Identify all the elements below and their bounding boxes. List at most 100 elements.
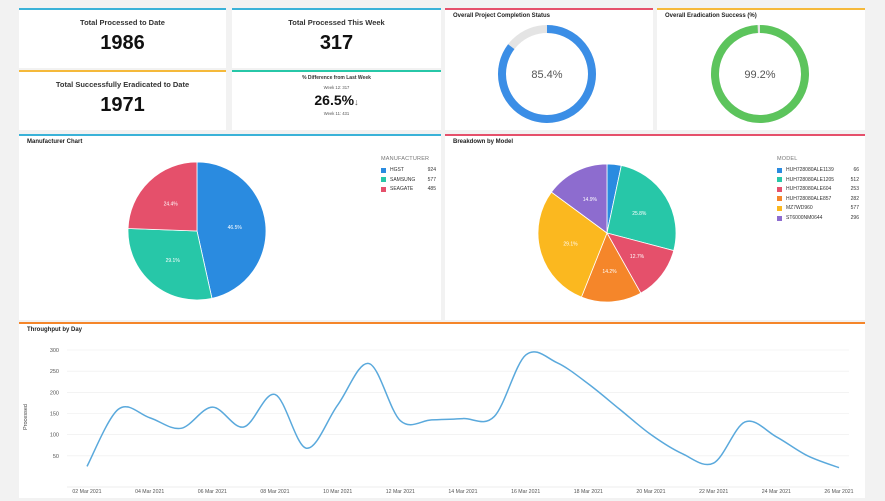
gauge-completion-card: Overall Project Completion Status 85.4% (445, 8, 653, 130)
model-pie: 25.8% 12.7% 14.2% 29.1% 14.9% (537, 163, 677, 303)
legend-label: HUH728080ALE857 (786, 195, 832, 202)
legend-value: 512 (850, 176, 859, 183)
throughput-series-line[interactable] (86, 351, 840, 469)
pie-slice[interactable] (127, 228, 213, 301)
y-tick-label: 250 (50, 369, 59, 375)
legend-label: HUH728080ALE1205 (786, 176, 835, 183)
chart-title: Breakdown by Model (453, 139, 514, 145)
legend-item[interactable]: HGST 924 (381, 167, 436, 173)
x-tick-label: 16 Mar 2021 (511, 489, 540, 495)
pie-slice[interactable] (550, 163, 608, 234)
legend-swatch (381, 186, 386, 192)
legend-swatch (777, 215, 782, 221)
slice-label: 14.2% (602, 269, 617, 275)
model-chart-card: Breakdown by Model 25.8% 12.7% 14.2% 29.1% 1… (445, 134, 865, 320)
pct-diff-value: 26.5% (314, 92, 355, 108)
manufacturer-chart-card: Manufacturer Chart 46.5% 29.1% 24.4% MANUF… (19, 134, 441, 320)
legend-item[interactable]: HUH728080ALE1139 66 (777, 167, 859, 173)
slice-label: 24.4% (164, 202, 179, 208)
legend-item[interactable]: MZ7WD960 577 (777, 205, 859, 211)
previous-week-label: Week 12: 317 (323, 85, 350, 90)
y-tick-label: 50 (53, 454, 59, 460)
pie-slice[interactable] (537, 191, 608, 298)
gauge-title: Overall Project Completion Status (453, 13, 551, 19)
accent-bar (19, 134, 441, 136)
legend-title: MANUFACTURER (381, 156, 430, 162)
legend-value: 485 (427, 186, 436, 193)
x-tick-label: 26 Mar 2021 (824, 489, 853, 495)
manufacturer-pie: 46.5% 29.1% 24.4% (127, 161, 267, 301)
x-tick-label: 10 Mar 2021 (323, 489, 352, 495)
gauge-value: 85.4% (531, 69, 562, 81)
kpi-value: 317 (319, 32, 354, 54)
legend-swatch (381, 177, 386, 183)
x-tick-label: 08 Mar 2021 (260, 489, 289, 495)
accent-bar (19, 322, 865, 324)
accent-bar (232, 8, 441, 10)
gauge-value: 99.2% (744, 69, 775, 81)
legend-item[interactable]: ST6000NM0644 296 (777, 215, 859, 221)
throughput-chart-card: Throughput by Day Processed 50 100 150 200 2… (19, 322, 865, 498)
kpi-value: 26.5%↓ (232, 92, 441, 108)
legend-label: SAMSUNG (390, 176, 416, 183)
y-axis-label: Processed (23, 404, 29, 430)
legend-value: 66 (853, 167, 859, 173)
x-tick-label: 14 Mar 2021 (448, 489, 477, 495)
legend-label: SEAGATE (390, 186, 414, 193)
legend-swatch (777, 205, 782, 211)
legend-item[interactable]: HUH728080ALE1205 512 (777, 177, 859, 183)
down-arrow-icon: ↓ (354, 97, 359, 107)
legend-label: MZ7WD960 (786, 205, 813, 212)
legend-label: HGST (390, 167, 404, 173)
kpi-value: 1971 (100, 94, 145, 116)
gauge-eradication: 99.2% (711, 25, 809, 123)
throughput-line-chart: Processed 50 100 150 200 250 300 02 Mar 2021 04… (23, 348, 854, 495)
x-tick-label: 06 Mar 2021 (198, 489, 227, 495)
x-tick-label: 02 Mar 2021 (72, 489, 101, 495)
pie-slice[interactable] (127, 161, 198, 232)
legend-title: MODEL (777, 156, 798, 162)
kpi-title: Total Processed This Week (288, 18, 385, 27)
legend-item[interactable]: SAMSUNG 577 (381, 177, 436, 183)
pie-slice[interactable] (580, 232, 642, 303)
slice-label: 14.9% (583, 197, 598, 203)
y-tick-label: 100 (50, 433, 59, 439)
kpi-value: 1986 (100, 32, 145, 54)
kpi-title: Total Successfully Eradicated to Date (55, 80, 190, 89)
legend-swatch (777, 196, 782, 202)
legend-item[interactable]: HUH728080ALE857 282 (777, 196, 859, 202)
accent-bar (19, 8, 226, 10)
gauge-completion: 85.4% (498, 25, 596, 123)
pie-slice[interactable] (196, 161, 267, 299)
slice-label: 25.8% (632, 211, 647, 217)
kpi-pct-difference: % Difference from Last Week Week 12: 317… (232, 70, 441, 130)
accent-bar (445, 8, 653, 10)
legend-item[interactable]: SEAGATE 485 (381, 186, 436, 192)
legend-swatch (777, 177, 782, 183)
accent-bar (232, 70, 441, 72)
x-tick-label: 22 Mar 2021 (699, 489, 728, 495)
legend-swatch (381, 167, 386, 173)
kpi-total-processed: Total Processed to Date 1986 (19, 8, 226, 68)
legend-value: 253 (850, 186, 859, 193)
y-tick-label: 150 (50, 412, 59, 418)
gauge-title: Overall Eradication Success (%) (665, 13, 757, 19)
legend-swatch (777, 167, 782, 173)
legend-item[interactable]: HUH728080ALE604 253 (777, 186, 859, 192)
accent-bar (657, 8, 865, 10)
x-tick-label: 04 Mar 2021 (135, 489, 164, 495)
kpi-total-week: Total Processed This Week 317 (232, 8, 441, 68)
legend-value: 577 (427, 176, 436, 183)
gauge-eradication-card: Overall Eradication Success (%) 99.2% (657, 8, 865, 130)
legend-swatch (777, 186, 782, 192)
kpi-total-eradicated: Total Successfully Eradicated to Date 19… (19, 70, 226, 130)
gauge-fill (498, 25, 596, 123)
pie-slice[interactable] (606, 165, 677, 252)
slice-label: 29.1% (166, 258, 181, 264)
legend-label: HUH728080ALE604 (786, 186, 832, 193)
legend-label: HUH728080ALE1139 (786, 167, 834, 173)
x-tick-label: 24 Mar 2021 (762, 489, 791, 495)
accent-bar (19, 70, 226, 72)
chart-title: Manufacturer Chart (27, 139, 83, 145)
gauge-fill (711, 25, 809, 123)
